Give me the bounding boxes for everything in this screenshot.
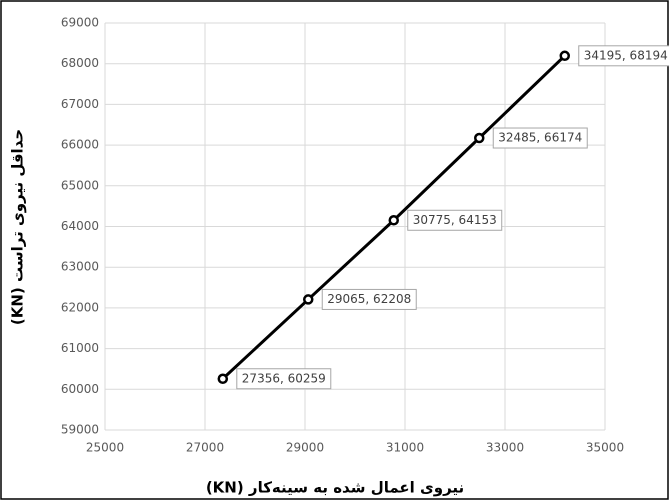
data-point xyxy=(217,373,229,385)
data-point xyxy=(303,294,314,305)
x-tick-label: 29000 xyxy=(286,441,324,455)
data-point xyxy=(474,132,485,144)
y-tick-label: 67000 xyxy=(61,97,99,111)
data-label-box xyxy=(321,288,417,310)
data-point xyxy=(559,50,570,62)
y-axis-title: حداقل نیروی تراست (KN) xyxy=(9,129,27,325)
x-tick-label: 33000 xyxy=(486,441,524,455)
y-tick-label: 60000 xyxy=(61,382,99,396)
y-tick-label: 66000 xyxy=(61,138,99,152)
y-tick-label: 63000 xyxy=(61,260,99,274)
y-tick-label: 59000 xyxy=(61,423,99,437)
data-point xyxy=(388,215,399,226)
x-axis-title: نیروی اعمال شده به سینه‌کار (KN) xyxy=(206,479,464,497)
data-label-box xyxy=(407,209,503,231)
y-tick-label: 62000 xyxy=(61,300,99,314)
data-label-box xyxy=(578,45,669,67)
y-tick-label: 61000 xyxy=(61,341,99,355)
data-label-box xyxy=(236,368,332,390)
y-tick-label: 64000 xyxy=(61,219,99,233)
x-tick-label: 31000 xyxy=(386,441,424,455)
data-label: 30775, 64153 xyxy=(413,213,497,227)
data-label-box xyxy=(492,127,588,149)
y-tick-label: 65000 xyxy=(61,178,99,192)
y-tick-label: 69000 xyxy=(61,16,99,30)
data-label: 32485, 66174 xyxy=(498,131,582,145)
y-tick-label: 68000 xyxy=(61,56,99,70)
data-label: 29065, 62208 xyxy=(327,292,411,306)
data-label: 34195, 68194 xyxy=(584,48,668,62)
x-tick-label: 35000 xyxy=(586,441,624,455)
x-tick-label: 27000 xyxy=(186,441,224,455)
data-label: 27356, 60259 xyxy=(242,371,326,385)
x-tick-label: 25000 xyxy=(86,441,124,455)
